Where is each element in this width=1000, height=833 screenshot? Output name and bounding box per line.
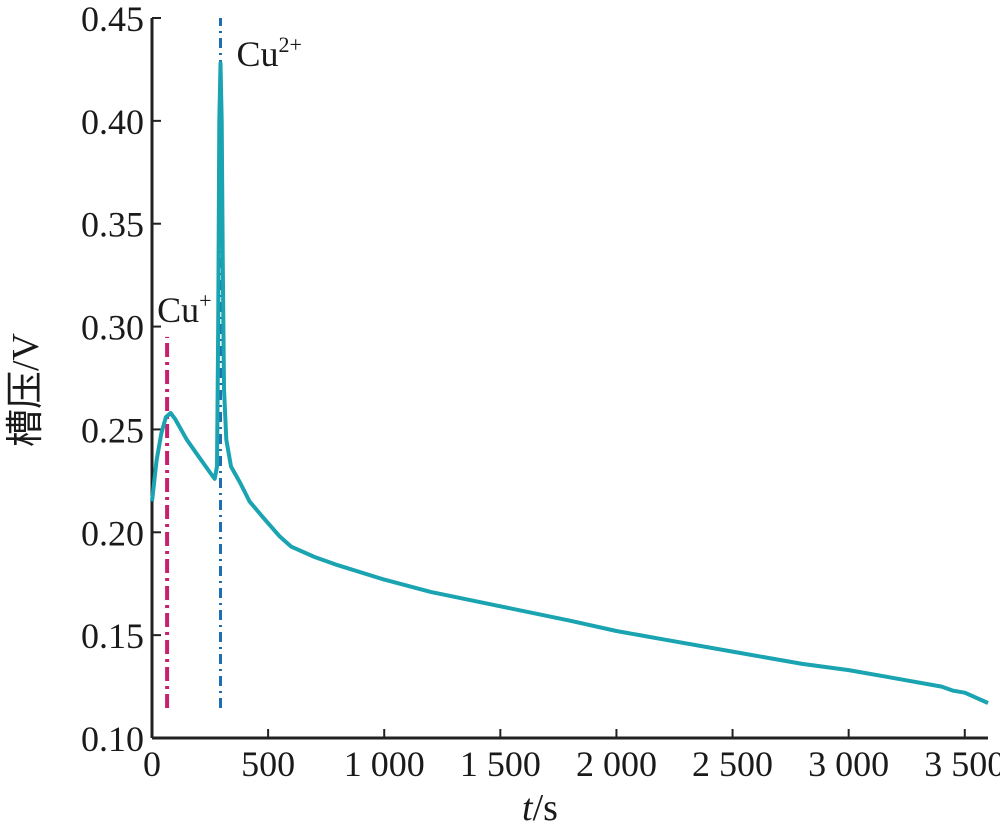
y-tick-label: 0.10 bbox=[81, 719, 144, 759]
peak-markers bbox=[165, 18, 223, 708]
y-tick-label: 0.40 bbox=[81, 102, 144, 142]
x-axis-title-variable: t bbox=[522, 787, 534, 829]
y-tick-label: 0.30 bbox=[81, 308, 144, 348]
annotations: Cu+Cu2+ bbox=[157, 32, 302, 330]
peak-label: Cu+ bbox=[157, 288, 211, 330]
x-tick-label: 2 000 bbox=[576, 744, 657, 784]
peak-label: Cu2+ bbox=[237, 32, 302, 74]
x-tick-label: 3 500 bbox=[924, 744, 1000, 784]
series-line bbox=[150, 61, 989, 705]
peak-label-base: Cu bbox=[237, 34, 279, 74]
axes bbox=[150, 18, 988, 740]
x-tick-label: 2 500 bbox=[692, 744, 773, 784]
peak-label-charge: 2+ bbox=[279, 32, 302, 57]
x-axis-title-unit: /s bbox=[533, 787, 558, 829]
y-tick-label: 0.45 bbox=[81, 0, 144, 39]
peak-label-base: Cu bbox=[157, 290, 199, 330]
x-tick-label: 3 000 bbox=[808, 744, 889, 784]
y-tick-label: 0.25 bbox=[81, 410, 144, 450]
y-axis-title: 槽压/V bbox=[5, 332, 47, 447]
y-tick-label: 0.35 bbox=[81, 205, 144, 245]
peak-label-charge: + bbox=[199, 288, 211, 313]
x-tick-label: 500 bbox=[241, 744, 295, 784]
x-tick-label: 1 500 bbox=[460, 744, 541, 784]
ticks: 0.10 0.15 0.20 0.25 0.30 0.35 0.40 0.45 0 500 1 00… bbox=[81, 0, 1000, 784]
x-axis-title: t/s bbox=[522, 787, 558, 829]
series-group bbox=[150, 61, 989, 705]
x-tick-label: 1 000 bbox=[344, 744, 425, 784]
y-tick-label: 0.20 bbox=[81, 513, 144, 553]
x-tick-label: 0 bbox=[143, 744, 161, 784]
y-tick-label: 0.15 bbox=[81, 616, 144, 656]
